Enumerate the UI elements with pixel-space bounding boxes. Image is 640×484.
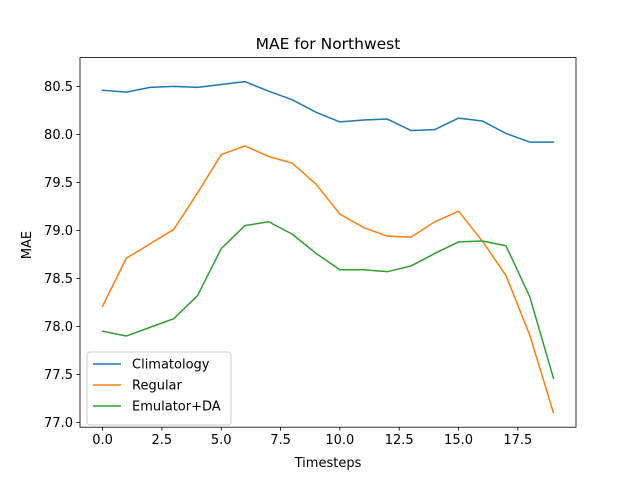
x-tick-label: 2.5 [152, 433, 173, 448]
legend: Climatology Regular Emulator+DA [86, 351, 232, 426]
series-lines [101, 80, 555, 414]
y-tick-label: 77.0 [44, 416, 73, 431]
y-tick-label: 79.5 [44, 176, 73, 191]
x-tick-label: 15.0 [444, 433, 473, 448]
y-tick-label: 77.5 [44, 368, 73, 383]
y-tick-label: 80.0 [44, 128, 73, 143]
x-tick-label: 7.5 [270, 433, 291, 448]
plot-area-frame [79, 57, 577, 428]
legend-label-2: Regular [132, 379, 183, 394]
y-tick-label: 78.5 [44, 272, 73, 287]
y-tick-label: 79.0 [44, 224, 73, 239]
legend-label-3: Emulator+DA [132, 400, 221, 415]
legend-box [86, 351, 232, 426]
y-axis-ticks: 77.0 77.5 78.0 78.5 79.0 79.5 80.0 80.5 [44, 80, 80, 431]
x-tick-label: 17.5 [503, 433, 532, 448]
series-line-3 [101, 221, 555, 380]
y-tick-label: 80.5 [44, 80, 73, 95]
x-tick-label: 5.0 [211, 433, 232, 448]
series-line-1 [101, 80, 555, 143]
x-tick-label: 10.0 [325, 433, 354, 448]
x-tick-label: 12.5 [385, 433, 414, 448]
y-tick-label: 78.0 [44, 320, 73, 335]
series-line-2 [101, 145, 555, 414]
x-axis-label: Timesteps [294, 456, 362, 471]
chart-title: MAE for Northwest [256, 35, 401, 53]
x-tick-label: 0.0 [92, 433, 113, 448]
legend-label-1: Climatology [132, 358, 210, 373]
y-axis-label: MAE [20, 231, 35, 259]
x-axis-ticks: 0.0 2.5 5.0 7.5 10.0 12.5 15.0 17.5 [92, 427, 532, 448]
